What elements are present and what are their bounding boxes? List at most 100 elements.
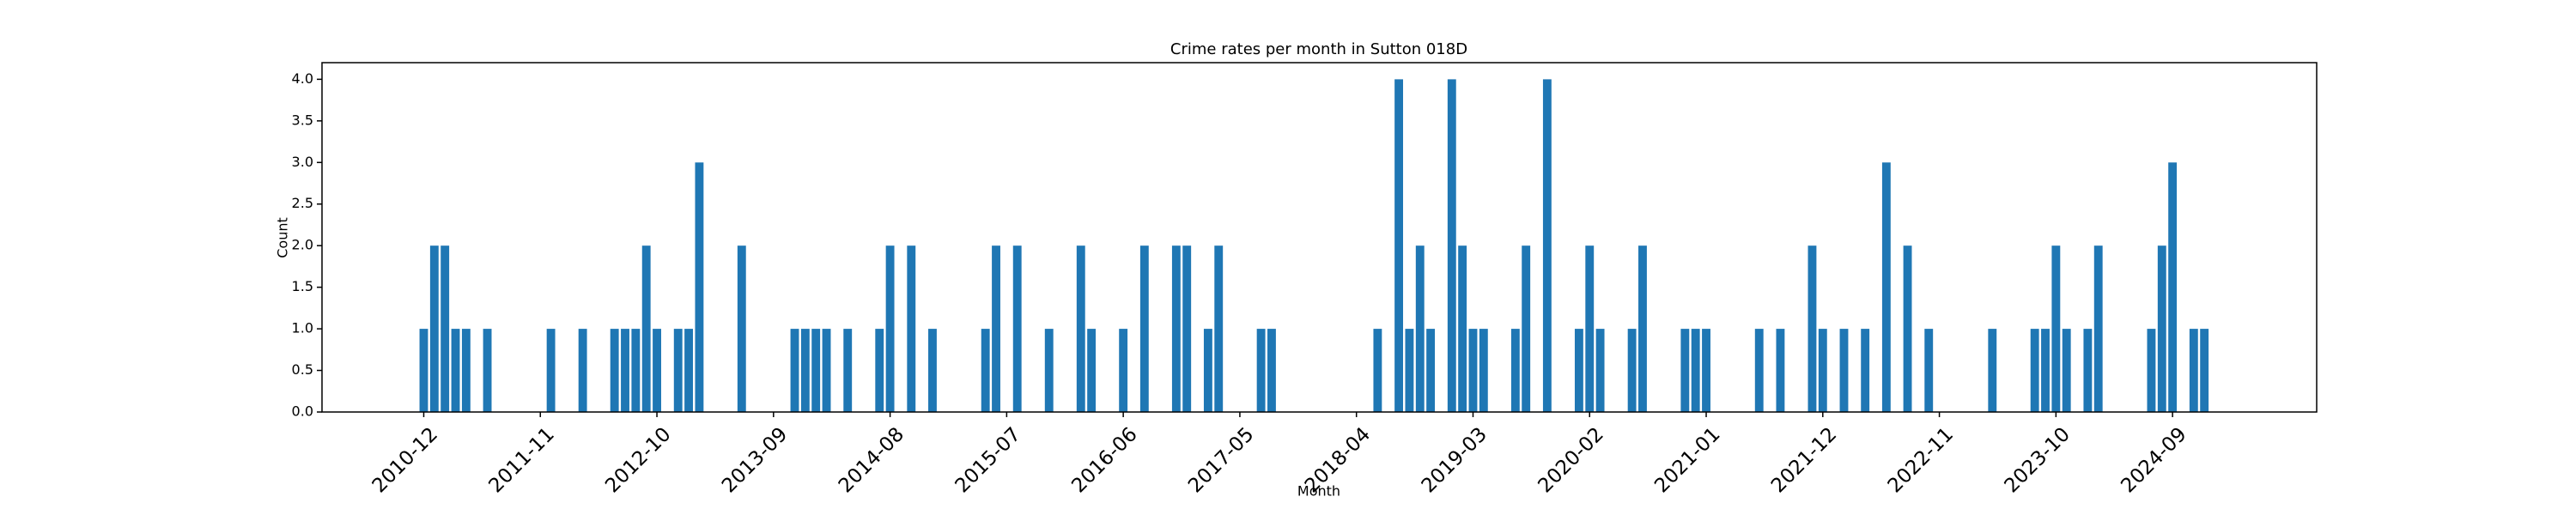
bar xyxy=(1256,329,1266,412)
bar xyxy=(1807,245,1817,412)
bar xyxy=(1076,245,1085,412)
bar xyxy=(1012,245,1022,412)
bar xyxy=(2083,329,2093,412)
bar xyxy=(2093,245,2103,412)
bar xyxy=(1203,329,1212,412)
x-tick-label: 2023-10 xyxy=(2001,423,2075,497)
bar xyxy=(1426,329,1436,412)
bar xyxy=(1119,329,1128,412)
bar xyxy=(2189,329,2198,412)
y-tick-label: 1.5 xyxy=(292,278,313,294)
bar xyxy=(800,329,810,412)
bar xyxy=(1691,329,1700,412)
x-tick-label: 2013-09 xyxy=(718,423,792,497)
y-tick-label: 0.5 xyxy=(292,361,313,378)
x-tick-label: 2020-02 xyxy=(1534,423,1607,497)
bar xyxy=(1881,162,1891,413)
x-tick-label: 2021-12 xyxy=(1767,423,1841,497)
x-tick-label: 2016-06 xyxy=(1067,423,1141,497)
bar xyxy=(419,329,428,412)
bar xyxy=(673,329,683,412)
bar xyxy=(843,329,853,412)
bar xyxy=(461,329,471,412)
bar xyxy=(992,245,1000,412)
bar xyxy=(1087,329,1097,412)
bar xyxy=(2168,162,2178,413)
x-tick-label: 2012-10 xyxy=(601,423,675,497)
y-tick-label: 1.0 xyxy=(292,320,313,336)
bar xyxy=(440,245,450,412)
bar xyxy=(684,329,694,412)
bar xyxy=(1680,329,1690,412)
bar xyxy=(1903,245,1912,412)
bar xyxy=(2041,329,2050,412)
bar xyxy=(1776,329,1785,412)
bar xyxy=(981,329,990,412)
bar xyxy=(653,329,661,412)
bar xyxy=(578,329,587,412)
bar xyxy=(1627,329,1637,412)
bar xyxy=(1447,79,1456,412)
bar xyxy=(641,245,651,412)
bar xyxy=(1373,329,1382,412)
bar xyxy=(1479,329,1488,412)
bar xyxy=(2200,329,2209,412)
y-tick-label: 0.0 xyxy=(292,403,313,420)
y-tick-label: 4.0 xyxy=(292,70,313,87)
bar xyxy=(1415,245,1425,412)
bar xyxy=(1988,329,1997,412)
y-tick-label: 2.5 xyxy=(292,195,313,211)
bar xyxy=(1405,329,1414,412)
bar xyxy=(1458,245,1467,412)
bar xyxy=(546,329,556,412)
bar xyxy=(2157,245,2166,412)
x-tick-label: 2010-12 xyxy=(368,423,442,497)
bar xyxy=(1754,329,1764,412)
x-tick-label: 2024-09 xyxy=(2117,423,2190,497)
x-tick-label: 2015-07 xyxy=(951,423,1025,497)
chart-title: Crime rates per month in Sutton 018D xyxy=(1170,40,1467,58)
bar xyxy=(429,245,439,412)
bar xyxy=(1924,329,1934,412)
bar xyxy=(695,162,704,413)
bar xyxy=(1702,329,1710,412)
bar xyxy=(875,329,884,412)
bar xyxy=(621,329,629,412)
x-tick-label: 2022-11 xyxy=(1884,423,1958,497)
bar xyxy=(790,329,799,412)
bar xyxy=(737,245,746,412)
bar xyxy=(451,329,460,412)
bar xyxy=(2030,329,2039,412)
bar xyxy=(1574,329,1583,412)
bar xyxy=(1394,79,1404,412)
bar xyxy=(1044,329,1054,412)
x-axis-label: Month xyxy=(1297,483,1340,500)
plot-frame xyxy=(321,62,2318,413)
bar xyxy=(907,245,916,412)
bar xyxy=(822,329,831,412)
y-tick-label: 2.0 xyxy=(292,237,313,253)
x-tick-label: 2014-08 xyxy=(835,423,908,497)
x-tick-label: 2021-01 xyxy=(1650,423,1724,497)
bar xyxy=(1510,329,1520,412)
bar xyxy=(811,329,821,412)
bar xyxy=(610,329,619,412)
bar xyxy=(1182,245,1192,412)
bar xyxy=(1638,245,1647,412)
bar xyxy=(1522,245,1531,412)
bar xyxy=(1839,329,1849,412)
bar xyxy=(1861,329,1870,412)
bar xyxy=(631,329,641,412)
bar xyxy=(1267,329,1276,412)
bar xyxy=(1468,329,1478,412)
bar xyxy=(1585,245,1595,412)
y-tick-label: 3.5 xyxy=(292,112,313,128)
bar xyxy=(1171,245,1181,412)
bar xyxy=(1542,79,1552,412)
bar xyxy=(1214,245,1224,412)
x-tick-label: 2019-03 xyxy=(1418,423,1492,497)
y-tick-label: 3.0 xyxy=(292,154,313,170)
bar xyxy=(1595,329,1605,412)
